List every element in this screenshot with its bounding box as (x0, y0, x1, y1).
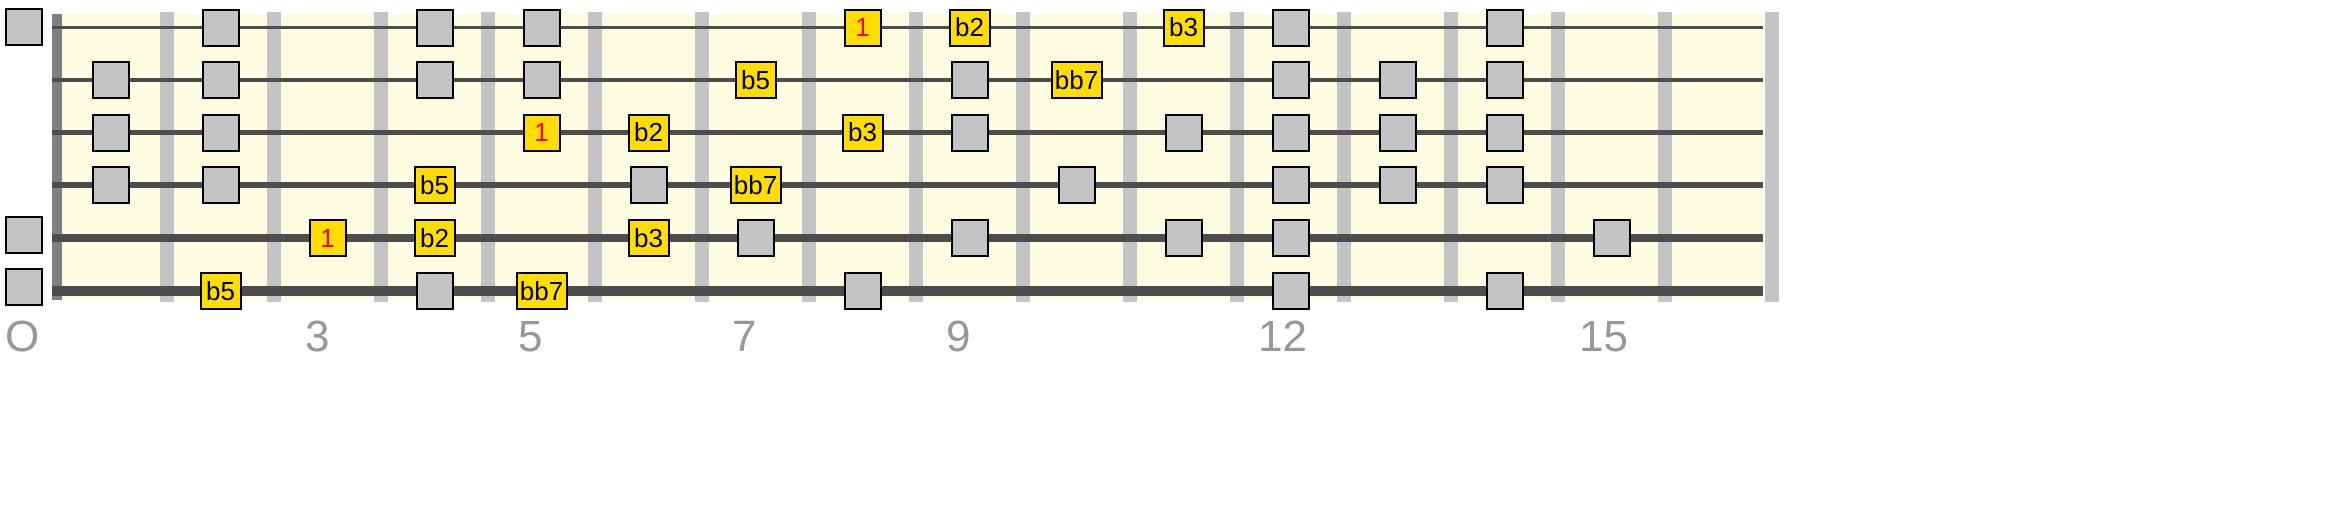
note-f8-s1: 1 (844, 9, 882, 47)
open-note-string-1 (5, 8, 43, 46)
note-f9-s1: b2 (949, 9, 991, 47)
open-note-string-5 (5, 216, 43, 254)
fret-14 (1551, 12, 1565, 302)
note-f8-s6 (844, 272, 882, 310)
note-f12-s6 (1272, 272, 1310, 310)
note-f10-s2: bb7 (1051, 61, 1103, 99)
note-f7-s4: bb7 (730, 166, 782, 204)
open-note-string-6 (5, 268, 43, 306)
fret-10 (1123, 12, 1137, 302)
fret-13 (1444, 12, 1458, 302)
note-f4-s2 (416, 61, 454, 99)
note-f2-s1 (202, 9, 240, 47)
fret-number-9: 9 (946, 312, 970, 362)
note-f14-s2 (1486, 61, 1524, 99)
note-f15-s5 (1593, 219, 1631, 257)
fret-11 (1230, 12, 1244, 302)
note-f9-s5 (951, 219, 989, 257)
note-f13-s2 (1379, 61, 1417, 99)
note-f5-s1 (523, 9, 561, 47)
note-f9-s2 (951, 61, 989, 99)
fret-number-12: 12 (1258, 312, 1307, 362)
note-f14-s3 (1486, 114, 1524, 152)
fret-12 (1337, 12, 1351, 302)
fret-9 (1016, 12, 1030, 302)
note-f4-s5: b2 (414, 219, 456, 257)
note-f11-s3 (1165, 114, 1203, 152)
note-f14-s1 (1486, 9, 1524, 47)
fret-number-3: 3 (305, 312, 329, 362)
note-f7-s5 (737, 219, 775, 257)
note-f9-s3 (951, 114, 989, 152)
note-f2-s4 (202, 166, 240, 204)
nut (52, 14, 62, 300)
note-f3-s5: 1 (309, 219, 347, 257)
fret-number-O: O (5, 312, 39, 362)
fret-number-7: 7 (732, 312, 756, 362)
note-f8-s3: b3 (842, 114, 884, 152)
note-f4-s6 (416, 272, 454, 310)
fret-number-5: 5 (518, 312, 542, 362)
note-f13-s3 (1379, 114, 1417, 152)
note-f2-s6: b5 (200, 272, 242, 310)
note-f12-s4 (1272, 166, 1310, 204)
note-f2-s3 (202, 114, 240, 152)
note-f11-s5 (1165, 219, 1203, 257)
note-f1-s3 (92, 114, 130, 152)
fret-8 (909, 12, 923, 302)
note-f14-s6 (1486, 272, 1524, 310)
note-f4-s1 (416, 9, 454, 47)
note-f1-s2 (92, 61, 130, 99)
note-f5-s3: 1 (523, 114, 561, 152)
fret-3 (374, 12, 388, 302)
note-f7-s2: b5 (735, 61, 777, 99)
note-f14-s4 (1486, 166, 1524, 204)
fret-4 (481, 12, 495, 302)
note-f5-s6: bb7 (516, 272, 568, 310)
note-f13-s4 (1379, 166, 1417, 204)
note-f11-s1: b3 (1163, 9, 1205, 47)
fret-15 (1658, 12, 1672, 302)
note-f2-s2 (202, 61, 240, 99)
fret-5 (588, 12, 602, 302)
fret-16 (1765, 12, 1779, 302)
note-f12-s1 (1272, 9, 1310, 47)
note-f6-s5: b3 (628, 219, 670, 257)
fretboard-background (52, 14, 1763, 300)
fretboard-container: b5 1 b5 b2 1 bb7 b2 b3 b5 bb7 1 b3 b2 bb7 b3 O 3 5 7 9 12 15 (0, 0, 1763, 386)
note-f12-s5 (1272, 219, 1310, 257)
note-f12-s3 (1272, 114, 1310, 152)
fret-1 (160, 12, 174, 302)
fret-7 (802, 12, 816, 302)
note-f4-s4: b5 (414, 166, 456, 204)
fret-6 (695, 12, 709, 302)
note-f1-s4 (92, 166, 130, 204)
note-f10-s4 (1058, 166, 1096, 204)
note-f6-s3: b2 (628, 114, 670, 152)
note-f6-s4 (630, 166, 668, 204)
fret-2 (267, 12, 281, 302)
note-f5-s2 (523, 61, 561, 99)
fret-number-15: 15 (1579, 312, 1628, 362)
note-f12-s2 (1272, 61, 1310, 99)
